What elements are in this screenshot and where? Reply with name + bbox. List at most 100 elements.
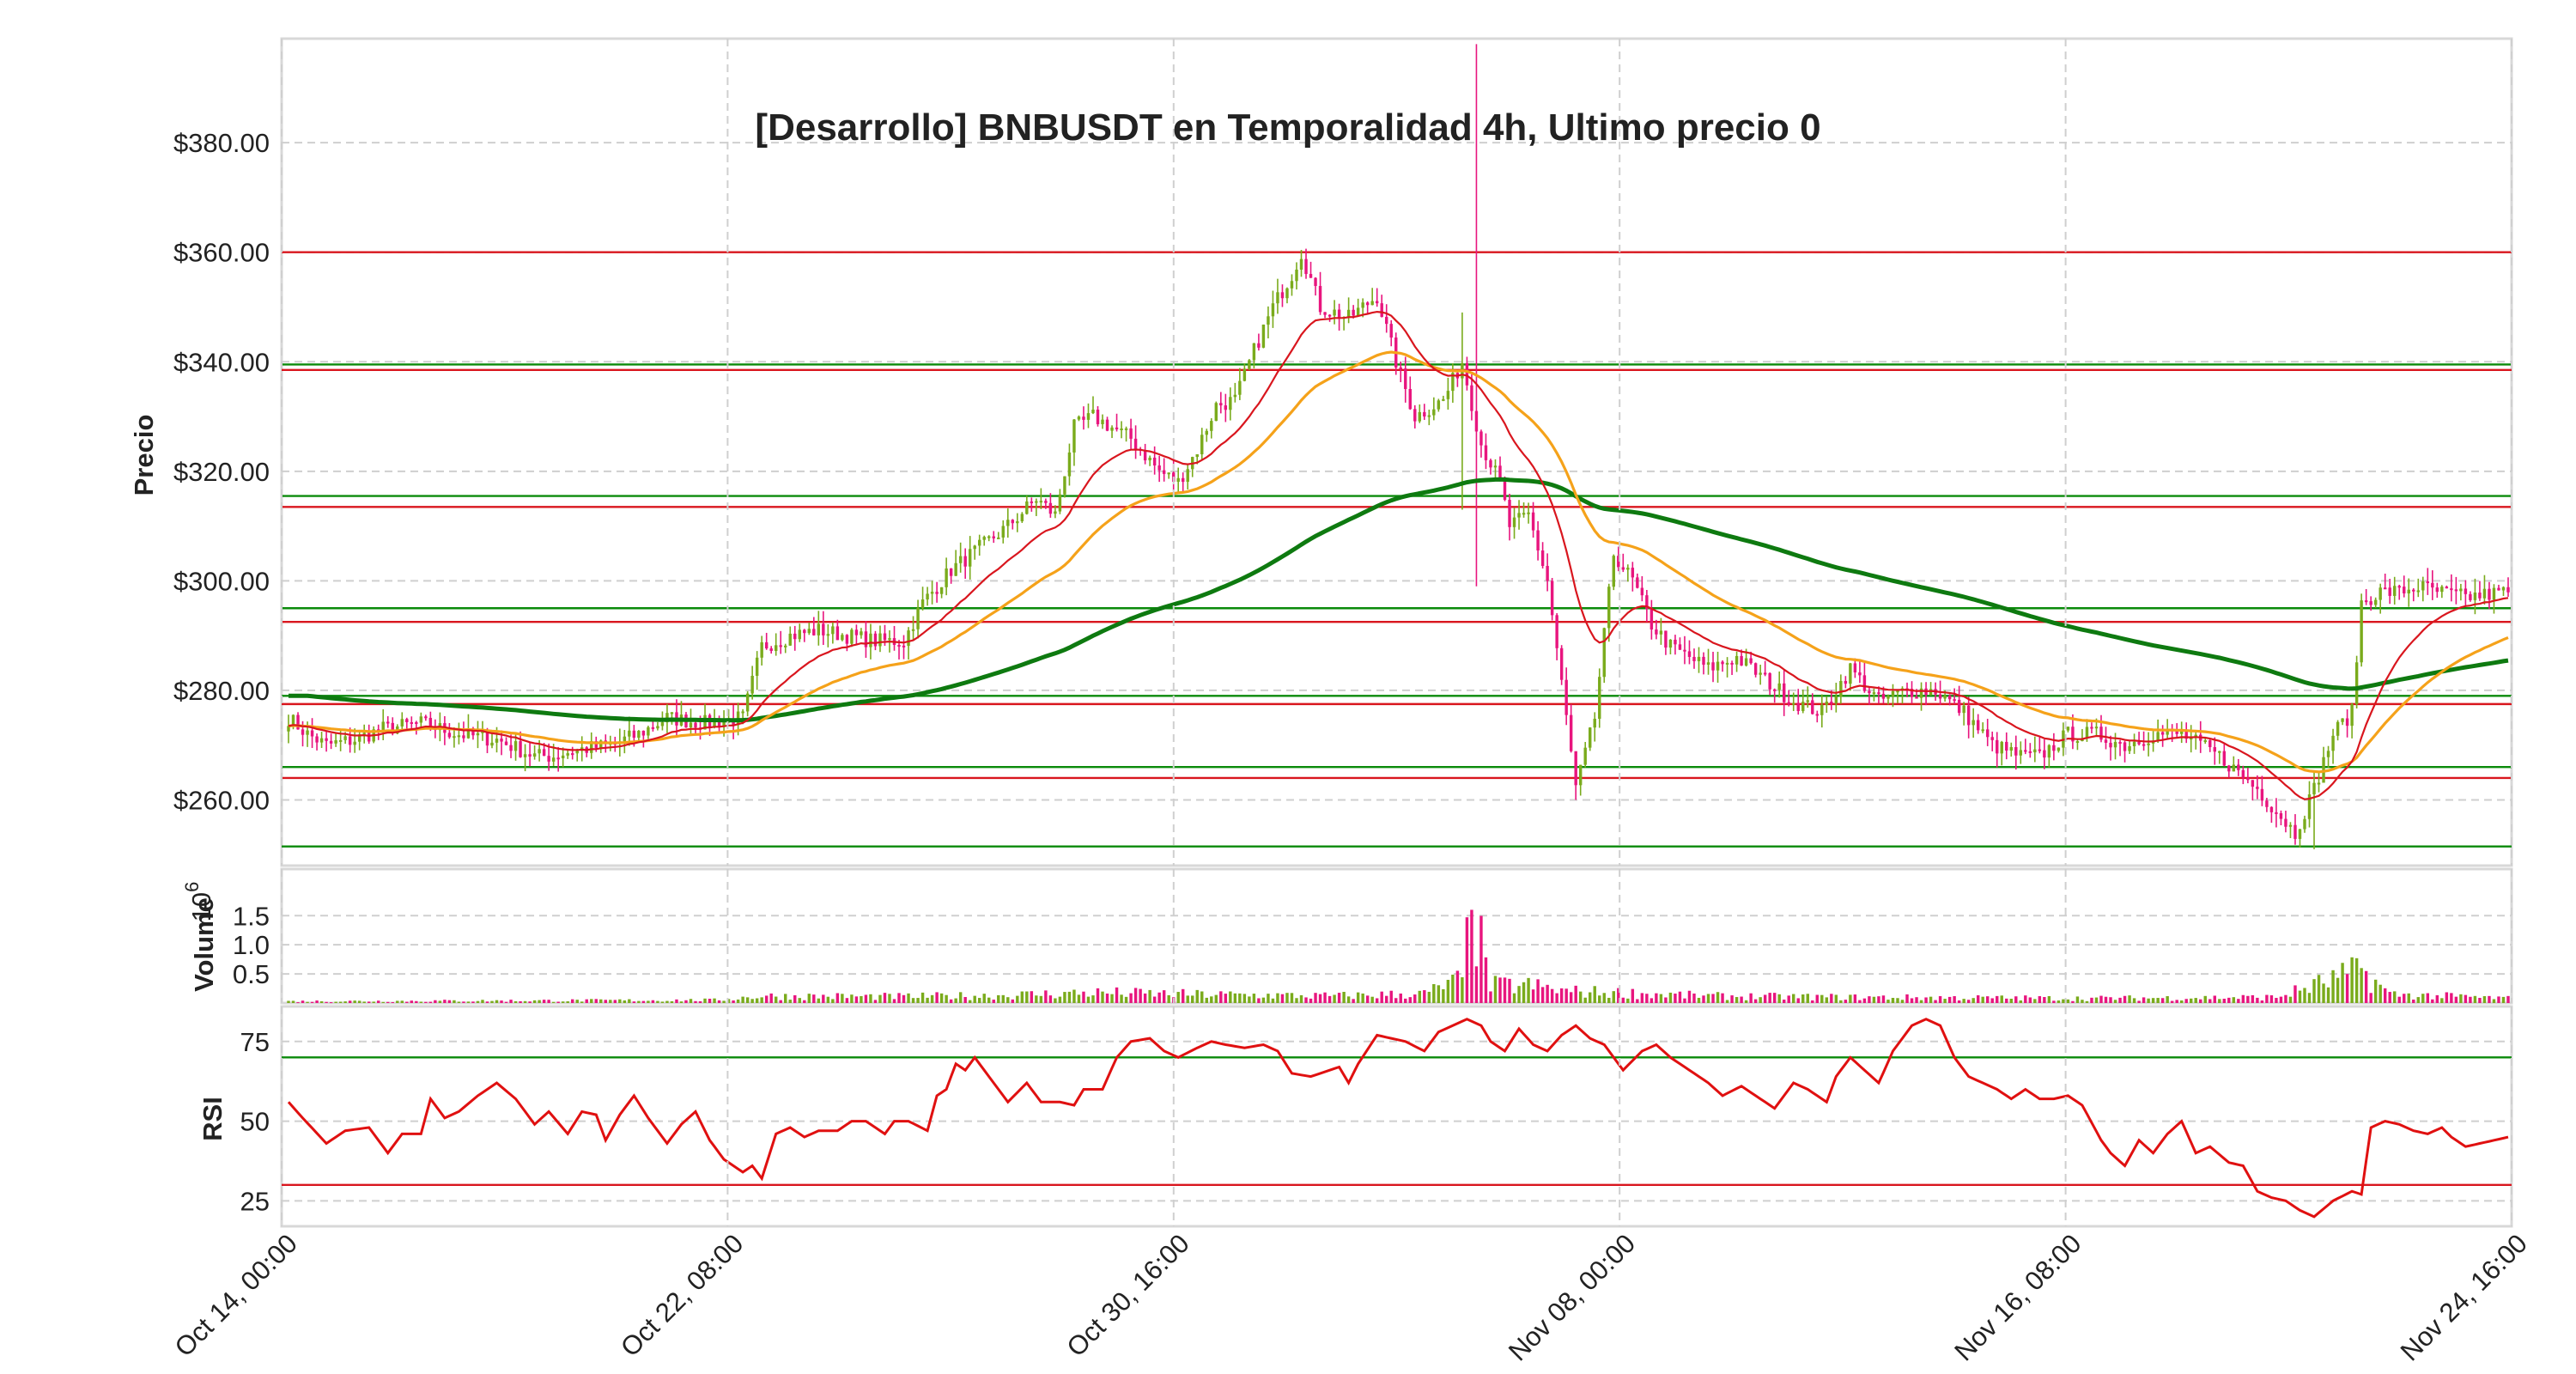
volume-bar [2383, 988, 2387, 1003]
candle-body [902, 645, 906, 647]
volume-bar [822, 994, 825, 1003]
volume-bar [2284, 994, 2287, 1003]
volume-bar [2094, 997, 2099, 1003]
volume-bar [1905, 994, 1909, 1003]
candle-body [1664, 630, 1668, 648]
volume-bar [1299, 994, 1303, 1003]
volume-bar [1474, 966, 1479, 1003]
candle-body [1143, 450, 1147, 461]
candle-body [551, 757, 556, 762]
candle-body [1309, 274, 1313, 278]
candle-body [1242, 368, 1247, 381]
candle-body [2024, 750, 2027, 752]
candle-body [1148, 457, 1151, 461]
time-tick-label: Oct 22, 08:00 [615, 1228, 749, 1362]
candle-body [779, 645, 782, 647]
candle-body [457, 735, 461, 738]
volume-bar [1900, 1000, 1905, 1003]
candle-body [1574, 751, 1577, 786]
volume-bar [1862, 998, 1867, 1003]
candle-body [1229, 397, 1232, 410]
candle-body [2128, 745, 2131, 751]
candle-body [817, 623, 821, 635]
candle-body [2488, 588, 2491, 600]
time-tick-label: Nov 08, 00:00 [1503, 1228, 1641, 1366]
candle-body [2175, 730, 2178, 734]
volume-bar [1607, 997, 1611, 1003]
volume-bar [1437, 985, 1441, 1003]
volume-bar [2275, 998, 2278, 1003]
candle-body [2142, 744, 2146, 746]
candle-body [1233, 394, 1237, 398]
candle-body [2269, 806, 2274, 812]
volume-bar [1182, 988, 1185, 1003]
candle-body [826, 634, 830, 636]
candle-body [788, 633, 792, 646]
volume-bar [1016, 995, 1019, 1003]
candle-body [1200, 435, 1204, 454]
volume-bar [2109, 997, 2112, 1003]
candle-body [656, 726, 659, 729]
candle-body [1834, 696, 1838, 703]
volume-bar [1687, 990, 1692, 1003]
candle-body [1365, 302, 1370, 306]
volume-bar [1195, 989, 1199, 1003]
candle-body [2445, 587, 2449, 589]
candle-body [2265, 800, 2269, 807]
candle-body [1370, 301, 1374, 306]
candle-body [1517, 513, 1521, 518]
candle-body [2412, 589, 2415, 592]
price-tick-label: $280.00 [173, 676, 270, 706]
volume-bar [703, 998, 707, 1003]
volume-bar [481, 1000, 484, 1003]
candle-body [2431, 582, 2434, 588]
candle-body [1792, 702, 1795, 705]
candle-body [2440, 587, 2444, 593]
candle-body [784, 645, 787, 647]
candle-body [405, 719, 409, 722]
candle-body [2506, 587, 2510, 593]
candle-body [2057, 747, 2061, 751]
volume-plot-frame [280, 867, 2513, 1005]
volume-bar [561, 1001, 565, 1003]
candle-body [1636, 577, 1639, 588]
candle-body [2237, 764, 2240, 770]
candle-body [1626, 568, 1630, 570]
volume-bar [547, 1000, 550, 1003]
candle-body [1522, 513, 1526, 515]
volume-bar [343, 1001, 347, 1003]
candle-body [2345, 718, 2349, 727]
volume-bar [1072, 989, 1076, 1003]
candle-body [2478, 593, 2482, 599]
candle-body [353, 741, 356, 745]
volume-bar [2354, 958, 2359, 1003]
candle-body [2298, 829, 2302, 839]
volume-bar [2218, 999, 2221, 1003]
candle-body [2104, 739, 2108, 743]
candle-body [2085, 727, 2089, 739]
volume-bar [485, 1001, 489, 1003]
volume-bar [1233, 993, 1237, 1003]
volume-bar [694, 1000, 697, 1003]
candle-body [599, 740, 603, 748]
rsi-plot-frame [280, 1005, 2513, 1228]
candle-body [717, 720, 721, 727]
candle-body [2454, 589, 2458, 592]
volume-bar [1559, 988, 1564, 1003]
candle-body [2326, 751, 2330, 757]
candle-body [2019, 750, 2023, 756]
volume-bar [835, 993, 840, 1003]
candle-body [1101, 419, 1104, 424]
candle-body [2303, 818, 2306, 830]
volume-bar [2123, 995, 2127, 1003]
candle-body [362, 733, 366, 735]
candle-body [1318, 286, 1322, 313]
candle-body [722, 720, 726, 727]
volume-bar [1953, 996, 1956, 1003]
volume-bar [2170, 1000, 2174, 1003]
volume-bar [1985, 996, 1990, 1003]
volume-bar [1356, 992, 1360, 1003]
volume-bar [367, 1001, 371, 1003]
volume-bar [1361, 993, 1364, 1003]
volume-bar [2256, 997, 2259, 1003]
